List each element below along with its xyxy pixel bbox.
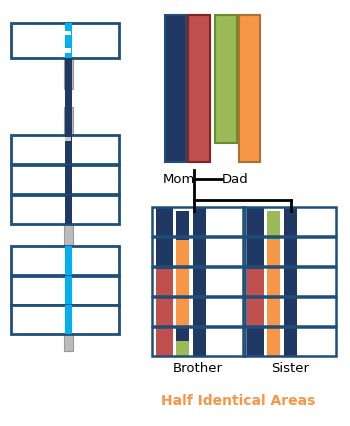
Bar: [65, 246, 72, 275]
Bar: [243, 237, 336, 266]
Text: Sister: Sister: [272, 362, 309, 375]
Text: Mom: Mom: [162, 173, 195, 186]
Bar: [64, 23, 73, 89]
Bar: [156, 269, 173, 356]
Bar: [10, 195, 119, 224]
Bar: [243, 327, 336, 356]
Bar: [10, 305, 119, 334]
Bar: [152, 297, 245, 326]
Bar: [188, 15, 210, 162]
Bar: [239, 15, 260, 162]
Bar: [65, 48, 71, 53]
Bar: [156, 207, 173, 356]
Bar: [65, 23, 72, 58]
Text: Half Identical Areas: Half Identical Areas: [161, 394, 315, 408]
Bar: [10, 276, 119, 305]
Bar: [65, 195, 72, 224]
Bar: [65, 135, 72, 164]
Bar: [215, 15, 237, 143]
Text: Brother: Brother: [173, 362, 223, 375]
Bar: [152, 237, 245, 266]
Bar: [243, 207, 336, 236]
Bar: [176, 327, 189, 356]
Bar: [65, 88, 71, 100]
Bar: [152, 267, 245, 296]
Text: Dad: Dad: [222, 173, 248, 186]
Bar: [65, 58, 72, 135]
Bar: [267, 240, 280, 327]
Bar: [10, 165, 119, 194]
Bar: [176, 240, 189, 327]
Bar: [65, 305, 72, 334]
Bar: [267, 211, 280, 240]
Bar: [65, 276, 72, 305]
Bar: [247, 327, 264, 356]
Bar: [176, 211, 189, 240]
Bar: [65, 137, 71, 141]
Bar: [65, 23, 72, 89]
Bar: [164, 15, 186, 162]
Bar: [193, 207, 206, 356]
Bar: [243, 267, 336, 296]
Bar: [10, 135, 119, 164]
Bar: [267, 327, 280, 356]
Bar: [65, 31, 71, 35]
Bar: [284, 207, 297, 356]
Bar: [152, 327, 245, 356]
Bar: [152, 207, 245, 236]
Bar: [247, 269, 264, 356]
Bar: [176, 341, 189, 356]
Bar: [10, 246, 119, 275]
Bar: [10, 23, 119, 58]
Bar: [247, 207, 264, 356]
Bar: [243, 297, 336, 326]
Bar: [65, 165, 72, 194]
Bar: [64, 106, 73, 351]
